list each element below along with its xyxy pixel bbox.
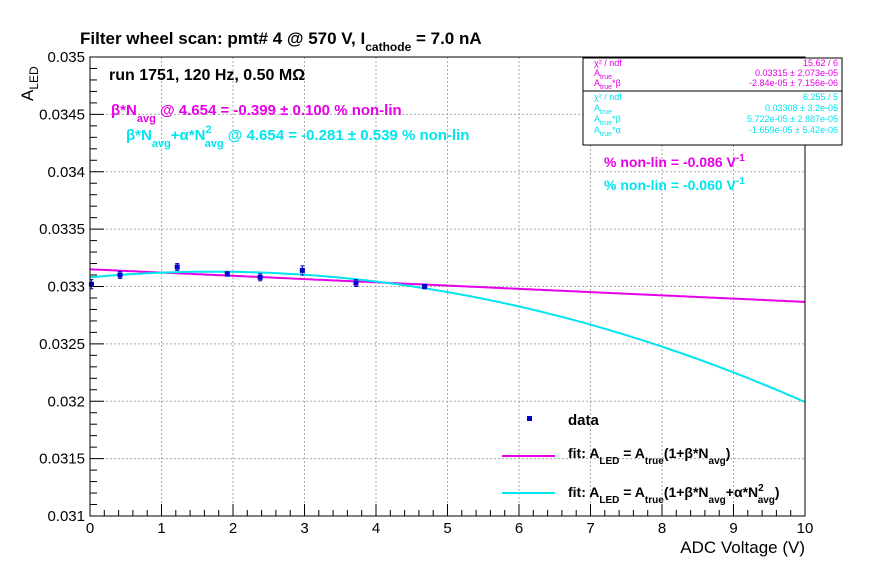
x-tick-label: 0 (86, 520, 94, 537)
y-axis-label: ALED (18, 66, 41, 101)
x-tick-label: 6 (515, 520, 523, 537)
data-point (224, 271, 230, 277)
legend-fit1-label: fit: ALED = Atrue(1+β*Navg) (568, 445, 730, 467)
x-tick-label: 7 (586, 520, 594, 537)
y-tick-label: 0.034 (47, 164, 85, 181)
stats-label: χ² / ndf (594, 58, 622, 68)
data-point (88, 281, 94, 287)
stats-value: 0.03315 ± 2.073e-05 (755, 68, 838, 78)
y-tick-label: 0.035 (47, 49, 85, 66)
y-tick-label: 0.032 (47, 393, 85, 410)
data-point (117, 272, 123, 278)
nonlin-annotation-1: β*Navg @ 4.654 = -0.399 ± 0.100 % non-li… (111, 102, 402, 125)
fit-quadratic-curve (89, 270, 806, 403)
y-tick-label: 0.0325 (39, 336, 85, 353)
y-tick-label: 0.0345 (39, 106, 85, 123)
y-tick-label: 0.0315 (39, 451, 85, 468)
data-point (174, 264, 180, 270)
stats-value: 5.722e-05 ± 2.887e-05 (747, 114, 838, 124)
x-tick-label: 3 (300, 520, 308, 537)
y-tick-label: 0.033 (47, 279, 85, 296)
stats-value: -2.84e-05 ± 7.156e-06 (749, 78, 838, 88)
data-point (257, 274, 263, 280)
legend-fit2-label: fit: ALED = Atrue(1+β*Navg+α*N2 avg) (568, 483, 780, 506)
run-label: run 1751, 120 Hz, 0.50 MΩ (109, 67, 305, 84)
data-points (88, 263, 428, 290)
slope-annotation-2: % non-lin = -0.086 V% non-lin = -0.060 V… (604, 176, 745, 193)
x-tick-label: 5 (443, 520, 451, 537)
fit-curves (89, 268, 806, 403)
stats-value: 6.255 / 5 (803, 92, 838, 102)
x-tick-label: 9 (729, 520, 737, 537)
data-point (422, 284, 428, 289)
legend: data fit: ALED = Atrue(1+β*Navg) fit: AL… (502, 412, 780, 506)
x-tick-label: 2 (229, 520, 237, 537)
nonlin-annotation-2: β*Navg+α*N2 avg @ 4.654 = -0.281 ± 0.539 … (126, 124, 469, 150)
y-tick-label: 0.031 (47, 508, 85, 525)
stats-value: 15.62 / 6 (803, 58, 838, 68)
x-tick-label: 4 (372, 520, 380, 537)
y-tick-label: 0.0335 (39, 221, 85, 238)
legend-data-marker (527, 416, 532, 421)
slope-annotation-1: % non-lin = -0.086 V-1 (604, 153, 745, 170)
chart-title: Filter wheel scan: pmt# 4 @ 570 V, Icath… (80, 29, 482, 54)
fit-linear-curve (89, 268, 806, 303)
stats-value: 0.03308 ± 3.2e-05 (765, 103, 838, 113)
x-tick-label: 8 (658, 520, 666, 537)
data-point (299, 267, 305, 273)
x-tick-label: 1 (157, 520, 165, 537)
x-axis-label: ADC Voltage (V) (680, 538, 805, 557)
axis-tick-labels: 0 1 2 3 4 5 6 7 8 9 10 0.031 0.0315 0.032 0.0325 0.033 0… (39, 49, 813, 537)
stats-value: -1.659e-05 ± 5.42e-06 (749, 125, 838, 135)
plot-frame (89, 56, 806, 517)
data-point (353, 280, 359, 286)
x-tick-label: 10 (797, 520, 814, 537)
legend-data-label: data (568, 412, 600, 429)
stats-label: χ² / ndf (594, 92, 622, 102)
